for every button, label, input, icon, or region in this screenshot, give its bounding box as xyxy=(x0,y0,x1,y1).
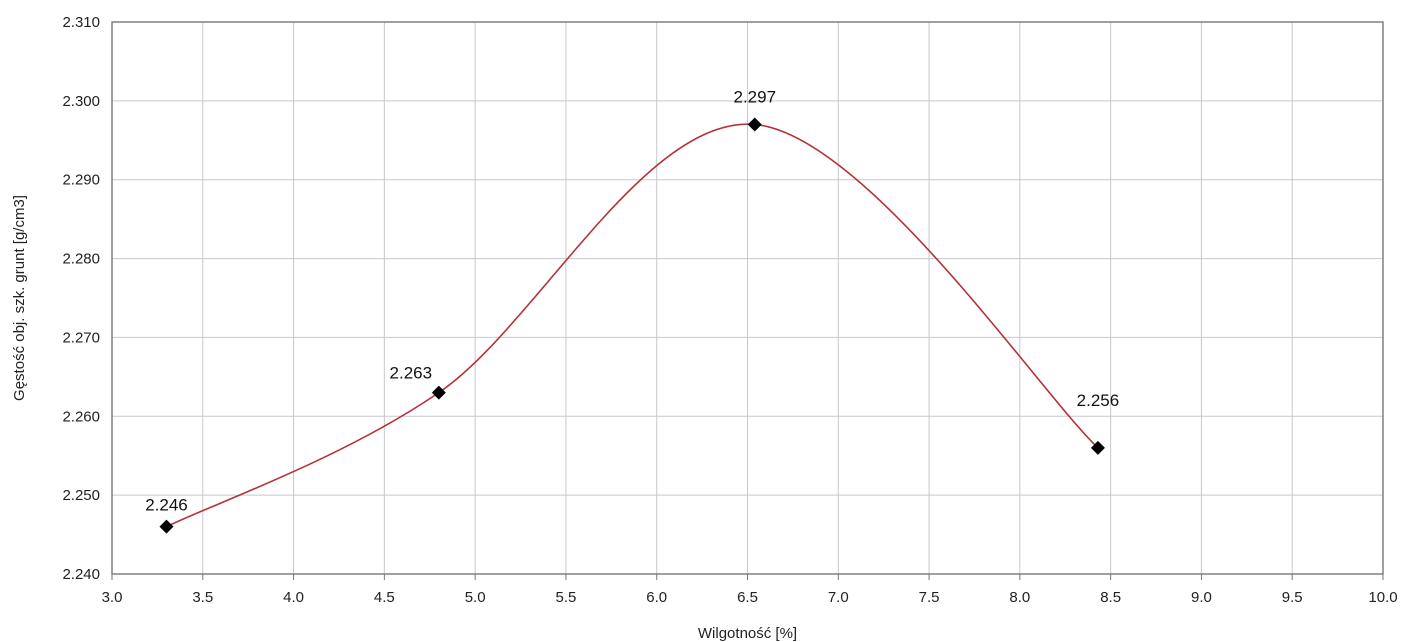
data-labels: 2.246 2.263 2.297 2.256 xyxy=(145,88,1119,515)
y-tick-label: 2.280 xyxy=(62,251,100,268)
x-tick-label: 9.5 xyxy=(1282,589,1303,606)
x-axis-title: Wilgotność [%] xyxy=(698,625,797,642)
y-tick-label: 2.270 xyxy=(62,329,100,346)
data-point-marker xyxy=(747,117,762,132)
x-tick-label: 6.0 xyxy=(646,589,667,606)
x-tick-label: 3.0 xyxy=(102,589,123,606)
data-point-marker xyxy=(159,519,174,534)
x-tick-label: 7.5 xyxy=(919,589,940,606)
x-tick-label: 3.5 xyxy=(192,589,213,606)
y-tick-label: 2.300 xyxy=(62,93,100,110)
y-tick-label: 2.310 xyxy=(62,14,100,31)
y-tick-label: 2.250 xyxy=(62,487,100,504)
x-tick-label: 9.0 xyxy=(1191,589,1212,606)
x-tick-label: 5.0 xyxy=(465,589,486,606)
markers xyxy=(159,117,1105,534)
data-point-marker xyxy=(431,385,446,400)
series-line xyxy=(166,123,1099,528)
x-tick-label: 8.0 xyxy=(1009,589,1030,606)
y-tick-label: 2.260 xyxy=(62,408,100,425)
data-point-label: 2.256 xyxy=(1077,391,1120,410)
x-tick-label: 5.5 xyxy=(555,589,576,606)
y-tick-label: 2.290 xyxy=(62,172,100,189)
y-tick-label: 2.240 xyxy=(62,566,100,583)
y-axis-ticks: 2.240 2.250 2.260 2.270 2.280 2.290 2.300 2.310 xyxy=(62,14,100,583)
x-tick-label: 10.0 xyxy=(1368,589,1397,606)
x-tick-label: 8.5 xyxy=(1100,589,1121,606)
data-point-label: 2.297 xyxy=(733,88,776,107)
x-tick-label: 4.5 xyxy=(374,589,395,606)
data-point-label: 2.263 xyxy=(390,364,433,383)
x-axis-ticks: 3.0 3.5 4.0 4.5 5.0 5.5 6.0 6.5 7.0 7.5 8.0 8.5 9.0 9… xyxy=(102,574,1398,606)
data-point-marker xyxy=(1090,440,1105,455)
x-tick-label: 7.0 xyxy=(828,589,849,606)
x-tick-label: 6.5 xyxy=(737,589,758,606)
data-point-label: 2.246 xyxy=(145,496,188,515)
x-tick-label: 4.0 xyxy=(283,589,304,606)
y-axis-title: Gęstość obj. szk. grunt [g/cm3] xyxy=(11,195,28,401)
